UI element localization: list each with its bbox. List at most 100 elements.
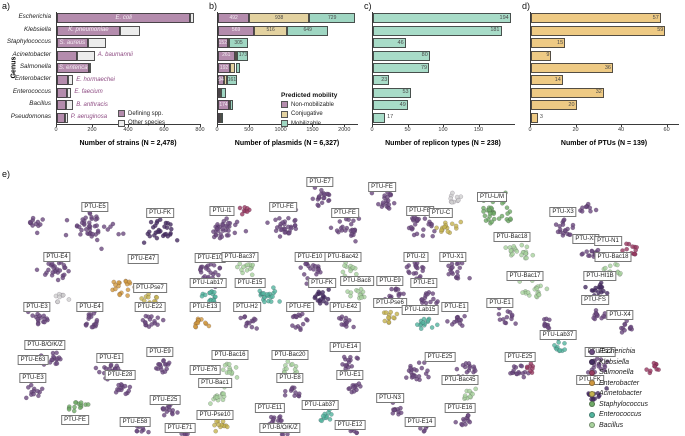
bar bbox=[531, 50, 552, 61]
plasmid-dot bbox=[414, 376, 419, 382]
segment-value: 729 bbox=[328, 15, 337, 22]
plasmid-dot bbox=[459, 422, 465, 428]
x-tick-mark bbox=[312, 124, 314, 127]
bar-mobilizable bbox=[221, 87, 227, 98]
plasmid-dot bbox=[214, 394, 220, 400]
plasmid-dot bbox=[168, 231, 173, 236]
plasmid-dot bbox=[23, 395, 29, 401]
plasmid-dot bbox=[598, 357, 604, 362]
plasmid-dot bbox=[467, 419, 473, 425]
plasmid-dot bbox=[513, 365, 519, 370]
plasmid-dot bbox=[57, 268, 63, 273]
bar bbox=[373, 13, 511, 24]
plasmid-dot bbox=[268, 299, 274, 304]
panel-letter-b: b) bbox=[209, 1, 218, 11]
plasmid-dot bbox=[422, 216, 428, 221]
x-tick-label: 0 bbox=[215, 127, 219, 133]
x-tick-mark bbox=[200, 124, 201, 127]
plasmid-dot bbox=[62, 265, 67, 271]
plasmid-dot bbox=[509, 312, 515, 318]
plasmid-dot bbox=[622, 322, 628, 327]
plasmid-dot bbox=[359, 295, 364, 300]
ptu-cluster-label: PTU-FK bbox=[146, 208, 174, 218]
plasmid-dot bbox=[293, 325, 299, 330]
legend-swatch bbox=[118, 110, 125, 117]
bar-value: 181 bbox=[490, 27, 500, 34]
plasmid-dot bbox=[482, 213, 488, 219]
genus-label: Acinetobacter bbox=[12, 50, 51, 58]
segment-value: 492 bbox=[229, 15, 238, 22]
plasmid-dot bbox=[403, 375, 409, 380]
panel-letter-c: c) bbox=[364, 1, 372, 11]
plasmid-dot bbox=[514, 371, 520, 377]
ptu-cluster-label: PTU-Bac1 bbox=[198, 378, 232, 388]
plasmid-dot bbox=[116, 387, 122, 393]
plasmid-dot bbox=[292, 222, 298, 228]
plasmid-dot bbox=[234, 219, 240, 225]
plasmid-dot bbox=[54, 361, 60, 366]
ptu-cluster-label: PTU-FE bbox=[269, 202, 297, 212]
plasmid-dot bbox=[159, 367, 164, 372]
plasmid-dot bbox=[175, 410, 180, 415]
plasmid-dot bbox=[496, 311, 502, 317]
x-tick-label: 2000 bbox=[338, 127, 351, 133]
genus-label: Pseudomonas bbox=[10, 112, 51, 120]
bar-value: 17 bbox=[387, 114, 394, 121]
plasmid-dot bbox=[319, 187, 324, 193]
plasmid-dot bbox=[449, 199, 455, 205]
legend-predicted-mobility: Predicted mobility Non-mobilizable Conjug… bbox=[281, 92, 337, 130]
plasmid-dot bbox=[430, 291, 436, 296]
plasmid-dot bbox=[467, 394, 473, 399]
plasmid-dot bbox=[434, 322, 440, 328]
panel-a-strains: a) Genus E. coli K. pneumoniae S. aureus A.… bbox=[0, 0, 207, 168]
plasmid-dot bbox=[211, 263, 217, 268]
plasmid-dot bbox=[429, 325, 435, 330]
ptu-cluster-label: PTU-Bac20 bbox=[271, 350, 309, 360]
panel-b-plasmids: b) 492 938 729 569 516 649 152 305 261 173 192 94 16… bbox=[207, 0, 362, 168]
bar bbox=[531, 38, 566, 49]
plasmid-dot bbox=[408, 365, 413, 371]
plasmid-dot bbox=[292, 217, 298, 223]
plasmid-dot bbox=[170, 411, 175, 417]
plasmid-dot bbox=[116, 382, 121, 388]
legend-genus-label: Enterobacter bbox=[599, 379, 640, 387]
plasmid-dot bbox=[293, 314, 299, 320]
ptu-cluster-label: PTU-E12 bbox=[584, 347, 616, 357]
plasmid-dot bbox=[143, 313, 149, 319]
plasmid-dot bbox=[470, 391, 475, 397]
plasmid-dot bbox=[160, 317, 166, 323]
plasmid-dot bbox=[454, 366, 460, 372]
ptu-cluster-label: PTU-X3 bbox=[549, 207, 577, 217]
plasmid-dot bbox=[145, 294, 151, 300]
bar-value: 46 bbox=[397, 39, 404, 46]
bar-mobilizable bbox=[287, 25, 329, 36]
plasmid-dot bbox=[648, 368, 653, 374]
bar-defining-spp bbox=[57, 100, 66, 111]
panel-letter-a: a) bbox=[2, 1, 11, 11]
plasmid-dot bbox=[317, 291, 322, 296]
plasmid-dot bbox=[161, 358, 166, 364]
bar-other-species bbox=[87, 38, 107, 49]
plasmid-dot bbox=[272, 289, 278, 294]
ptu-cluster-label: PTU-Lab15 bbox=[401, 305, 439, 315]
plasmid-dot bbox=[324, 300, 329, 306]
ptu-cluster-label: PTU-Lab37 bbox=[539, 330, 577, 340]
plasmid-dot bbox=[579, 209, 585, 214]
legend-item: Non-mobilizable bbox=[281, 101, 337, 108]
plasmid-dot bbox=[284, 366, 289, 372]
plasmid-dot bbox=[306, 263, 311, 269]
legend-genus-label: Escherichia bbox=[599, 348, 636, 355]
plasmid-dot bbox=[277, 234, 283, 239]
legend-genus-label: Salmonella bbox=[599, 369, 634, 376]
plasmid-dot bbox=[328, 225, 334, 231]
plasmid-dot bbox=[304, 317, 309, 322]
x-tick-mark bbox=[92, 124, 93, 127]
plasmid-dot bbox=[211, 289, 217, 295]
plasmid-dot bbox=[148, 219, 154, 225]
segment-value: 569 bbox=[231, 27, 241, 34]
legend-dot bbox=[589, 411, 595, 418]
plasmid-dot bbox=[213, 428, 218, 434]
plasmid-dot bbox=[214, 226, 220, 232]
plasmid-dot bbox=[545, 325, 551, 330]
plasmid-dot bbox=[310, 196, 316, 202]
